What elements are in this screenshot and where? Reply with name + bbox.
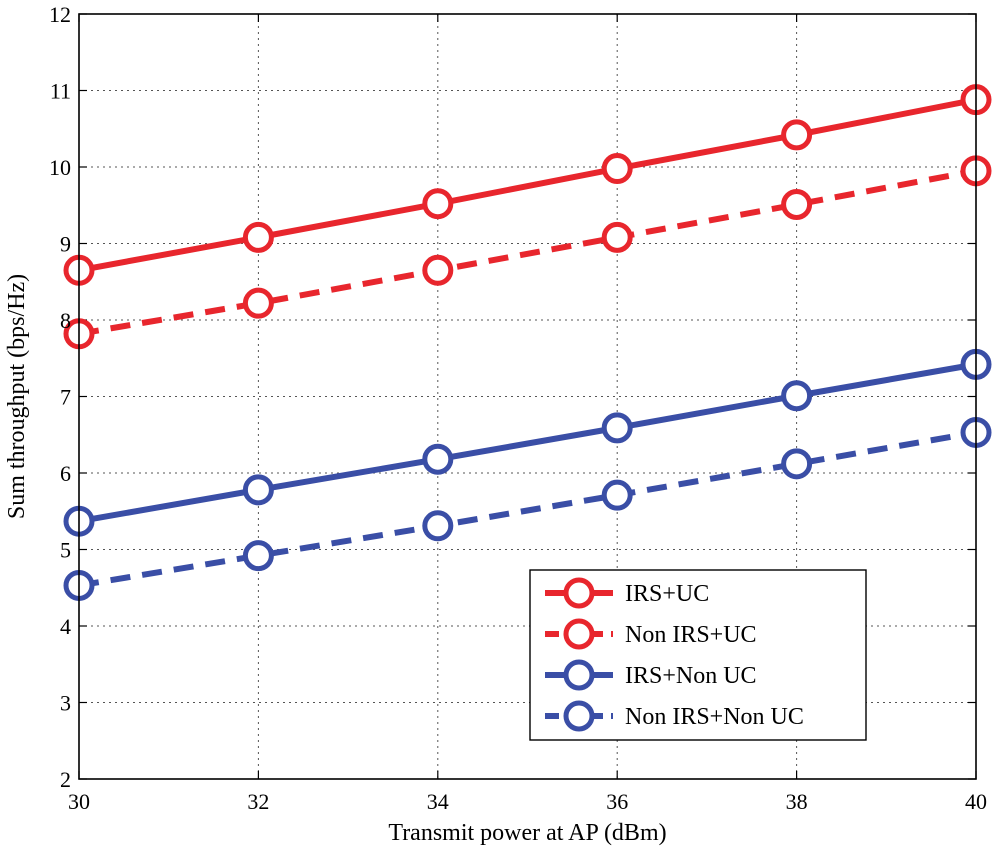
x-tick-label: 32 bbox=[247, 789, 269, 814]
legend-items bbox=[545, 577, 613, 732]
series-line bbox=[78, 167, 977, 337]
data-point bbox=[242, 287, 274, 319]
data-point bbox=[422, 254, 454, 286]
data-point bbox=[601, 153, 633, 185]
legend-label-non-irs-non-uc: Non IRS+Non UC bbox=[625, 704, 804, 730]
series-line bbox=[78, 429, 977, 589]
y-tick-label: 8 bbox=[60, 308, 71, 333]
data-point bbox=[242, 474, 274, 506]
y-axis-label: Sum throughput (bps/Hz) bbox=[4, 274, 30, 519]
data-point bbox=[601, 221, 633, 253]
legend-label-non-irs-uc: Non IRS+UC bbox=[625, 622, 757, 648]
x-tick-label: 30 bbox=[68, 789, 90, 814]
y-tick-label: 7 bbox=[60, 385, 71, 410]
data-point bbox=[242, 540, 274, 572]
y-tick-label: 3 bbox=[60, 691, 71, 716]
y-tick-label: 12 bbox=[49, 2, 71, 27]
data-point bbox=[601, 412, 633, 444]
series-line bbox=[78, 361, 977, 525]
data-point bbox=[422, 510, 454, 542]
x-tick-label: 40 bbox=[965, 789, 987, 814]
legend-label-irs-non-uc: IRS+Non UC bbox=[625, 663, 757, 689]
x-tick-label: 34 bbox=[427, 789, 449, 814]
data-point bbox=[781, 119, 813, 151]
series-line bbox=[78, 96, 977, 274]
legend-marker-sample bbox=[563, 618, 595, 650]
x-tick-label: 38 bbox=[786, 789, 808, 814]
series-layer bbox=[63, 84, 992, 601]
y-tick-label: 5 bbox=[60, 538, 71, 563]
plot-frame bbox=[78, 13, 977, 780]
legend-marker-sample bbox=[563, 577, 595, 609]
data-point bbox=[242, 221, 274, 253]
y-tick-label: 4 bbox=[60, 614, 71, 639]
series-3 bbox=[63, 416, 992, 601]
data-point bbox=[422, 188, 454, 220]
y-tick-label: 6 bbox=[60, 461, 71, 486]
y-tick-label: 11 bbox=[50, 79, 71, 104]
data-point bbox=[601, 479, 633, 511]
y-tick-label: 10 bbox=[49, 155, 71, 180]
legend-marker-sample bbox=[563, 700, 595, 732]
legend-label-irs-uc: IRS+UC bbox=[625, 581, 709, 607]
x-tick-label: 36 bbox=[606, 789, 628, 814]
data-point bbox=[422, 443, 454, 475]
legend: IRS+UC Non IRS+UC IRS+Non UC Non IRS+Non… bbox=[529, 569, 867, 741]
y-tick-label: 9 bbox=[60, 232, 71, 257]
y-tick-label: 2 bbox=[60, 767, 71, 792]
data-point bbox=[781, 188, 813, 220]
series-2 bbox=[63, 348, 992, 537]
x-axis-label: Transmit power at AP (dBm) bbox=[388, 820, 666, 846]
data-point bbox=[781, 380, 813, 412]
legend-marker-sample bbox=[563, 659, 595, 691]
data-point bbox=[781, 448, 813, 480]
